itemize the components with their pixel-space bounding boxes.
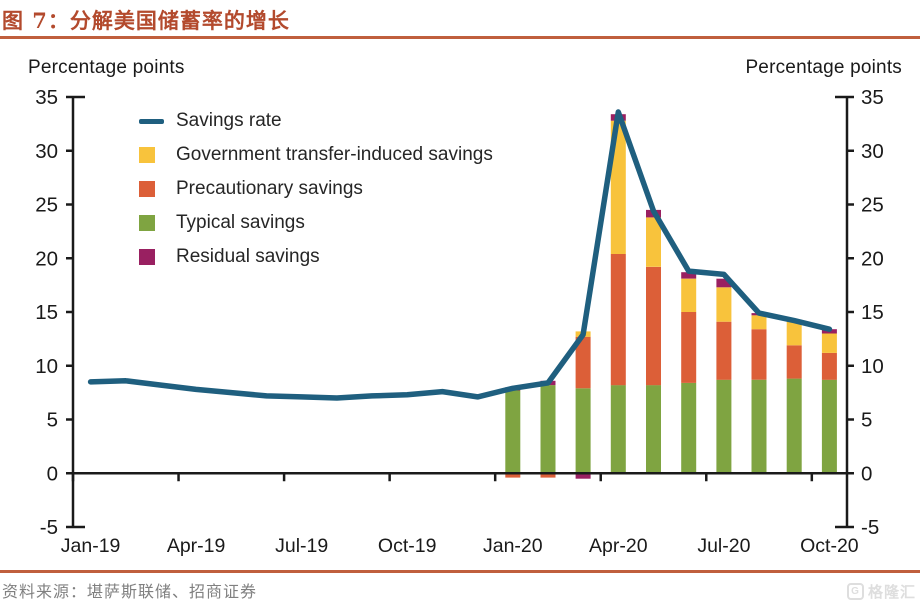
y-axis-label-right: 30 (861, 140, 884, 163)
legend-label: Government transfer-induced savings (176, 144, 493, 165)
bar-precautionary-May-20 (646, 266, 661, 386)
bar-precautionary-Mar-20 (575, 336, 591, 389)
legend-item-precautionary-savings: Precautionary savings (139, 172, 493, 206)
x-axis-label: Jan-20 (483, 535, 543, 557)
y-axis-label-left: 0 (47, 462, 58, 485)
axes (66, 95, 854, 529)
bar-typical-Apr-20 (610, 385, 626, 474)
bar-precautionary-Jun-20 (681, 312, 697, 383)
bar-government-Jul-20 (716, 287, 732, 322)
legend-item-typical-savings: Typical savings (139, 206, 493, 240)
bar-precautionary-Apr-20 (610, 254, 626, 386)
x-axis-labels: Jan-19 Apr-19 Jul-19 Oct-19 Jan-20 Apr-20 Jul-… (61, 535, 859, 557)
gelonghui-watermark: G 格隆汇 (846, 581, 916, 602)
gelonghui-watermark-text: 格隆汇 (867, 584, 916, 601)
y-axis-label-right: 5 (861, 409, 872, 432)
bar-typical-May-20 (646, 385, 661, 474)
y-axis-labels: -5 -5 0 0 5 5 10 10 15 15 20 20 25 25 30 30 35 35 (35, 86, 884, 539)
y-axis-label-right: 10 (861, 355, 884, 378)
y-axis-label-right: 15 (861, 301, 884, 324)
bar-typical-Jul-20 (716, 379, 732, 474)
x-axis-label: Apr-19 (167, 535, 226, 557)
bar-government-Apr-20 (610, 120, 626, 254)
y-axis-label-left: 25 (35, 194, 58, 217)
y-axis-label-left: 30 (35, 140, 58, 163)
typical-savings-swatch-icon (139, 215, 155, 231)
bar-typical-Oct-20 (821, 379, 837, 474)
legend-item-residual-savings: Residual savings (139, 240, 493, 274)
title-divider-rule (0, 36, 920, 39)
legend-item-savings-rate: Savings rate (139, 104, 493, 138)
bar-precautionary-Jan-20 (505, 473, 521, 478)
legend-label: Residual savings (176, 246, 320, 267)
figure-title: 图 7：分解美国储蓄率的增长 (2, 8, 290, 33)
right-axis-title: Percentage points (745, 57, 902, 78)
bar-government-May-20 (646, 217, 661, 267)
x-axis-label: Oct-20 (800, 535, 859, 557)
bar-precautionary-Aug-20 (751, 329, 767, 380)
y-axis-label-left: 15 (35, 301, 58, 324)
x-axis-label: Jul-20 (697, 535, 750, 557)
bar-residual-Jun-20 (681, 272, 697, 279)
chart-legend: Savings rate Government transfer-induced… (139, 104, 493, 274)
x-axis-label: Oct-19 (378, 535, 437, 557)
legend-item-government-savings: Government transfer-induced savings (139, 138, 493, 172)
legend-label: Precautionary savings (176, 178, 363, 199)
bar-government-Sep-20 (786, 320, 802, 346)
source-note: 资料来源：堪萨斯联储、招商证券 (2, 582, 258, 601)
left-axis-title: Percentage points (28, 57, 185, 78)
footer-divider-rule (0, 570, 920, 573)
bar-government-Aug-20 (751, 315, 767, 330)
bar-precautionary-Sep-20 (786, 345, 802, 379)
bar-residual-Mar-20 (575, 473, 591, 479)
gelonghui-logo-icon: G (846, 583, 864, 600)
bar-residual-Jul-20 (716, 278, 732, 288)
y-axis-label-left: 10 (35, 355, 58, 378)
y-axis-label-right: -5 (861, 516, 879, 539)
stacked-bars (505, 114, 837, 479)
y-axis-label-left: -5 (40, 516, 58, 539)
y-axis-label-right: 20 (861, 247, 884, 270)
savings-rate-line-swatch-icon (139, 118, 164, 124)
bar-typical-Feb-20 (540, 385, 556, 474)
y-axis-label-left: 35 (35, 86, 58, 109)
bar-precautionary-Feb-20 (540, 473, 556, 478)
x-axis-label: Jul-19 (275, 535, 328, 557)
bar-government-Jun-20 (681, 278, 697, 312)
bar-typical-Mar-20 (575, 388, 591, 474)
bar-typical-Aug-20 (751, 379, 767, 474)
legend-label: Savings rate (176, 110, 282, 131)
bar-precautionary-Oct-20 (821, 352, 837, 380)
bar-precautionary-Jul-20 (716, 321, 732, 380)
x-axis-label: Jan-19 (61, 535, 121, 557)
precautionary-savings-swatch-icon (139, 181, 155, 197)
bar-typical-Sep-20 (786, 378, 802, 474)
savings-rate-line (87, 109, 833, 401)
residual-savings-swatch-icon (139, 249, 155, 265)
y-axis-label-left: 20 (35, 247, 58, 270)
government-savings-swatch-icon (139, 147, 155, 163)
y-axis-label-right: 0 (861, 462, 872, 485)
legend-label: Typical savings (176, 212, 305, 233)
bar-government-Oct-20 (821, 333, 837, 353)
bar-typical-Jun-20 (681, 382, 697, 474)
y-axis-label-left: 5 (47, 409, 58, 432)
y-axis-label-right: 35 (861, 86, 884, 109)
x-axis-label: Apr-20 (589, 535, 648, 557)
bar-typical-Jan-20 (505, 390, 521, 474)
y-axis-label-right: 25 (861, 194, 884, 217)
